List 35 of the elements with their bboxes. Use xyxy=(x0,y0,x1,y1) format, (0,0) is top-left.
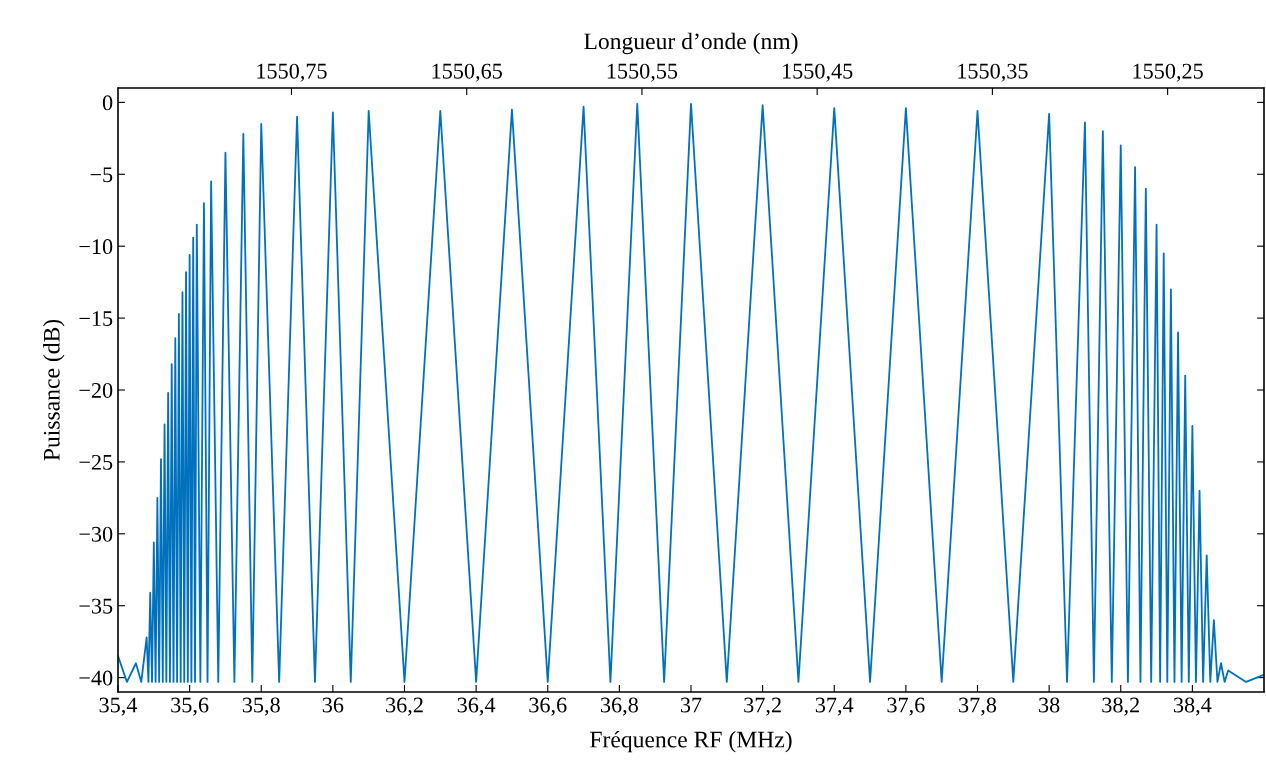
x-tick-label: 36,6 xyxy=(529,697,567,716)
x-tick-label: 36 xyxy=(322,697,344,713)
y-tick-label: 0 xyxy=(102,95,113,111)
x-tick-label: 37,8 xyxy=(959,697,997,716)
x-tick-label: 35,6 xyxy=(171,697,209,716)
x2-tick-label: 1550,65 xyxy=(432,63,502,82)
x-tick-label: 38 xyxy=(1039,697,1060,713)
line-series xyxy=(118,102,1264,683)
x-tick-label: 38,2 xyxy=(1102,697,1139,716)
y-tick-label: −20 xyxy=(79,382,113,398)
x2-axis-title: Longueur d’onde (nm) xyxy=(584,32,798,55)
x-tick-label: 35,8 xyxy=(242,697,280,716)
x-tick-label: 35,4 xyxy=(99,697,138,716)
x-tick-label: 38,4 xyxy=(1173,697,1212,716)
x-tick-label: 37,2 xyxy=(744,697,781,716)
y-tick-label: −15 xyxy=(79,311,113,327)
y-tick-label: −40 xyxy=(79,670,113,686)
x2-tick-label: 1550,55 xyxy=(607,63,678,82)
y-tick-label: −35 xyxy=(79,598,113,614)
y-tick-label: −5 xyxy=(90,167,113,183)
x2-tick-label: 1550,75 xyxy=(257,63,327,82)
x-tick-label: 37,4 xyxy=(815,697,854,716)
x-axis-title: Fréquence RF (MHz) xyxy=(590,730,792,753)
x2-tick-label: 1550,45 xyxy=(783,63,853,82)
x-tick-label: 36,4 xyxy=(457,697,496,716)
x-tick-label: 37,6 xyxy=(887,697,925,716)
y-axis-title: Puissance (dB) xyxy=(43,319,65,461)
x2-tick-label: 1550,35 xyxy=(958,63,1028,82)
y-tick-label: −30 xyxy=(79,526,113,542)
y-tick-label: −10 xyxy=(79,239,113,255)
x-tick-label: 36,2 xyxy=(386,697,423,716)
x-tick-label: 36,8 xyxy=(600,697,638,716)
x-tick-label: 37 xyxy=(680,697,702,713)
x2-tick-label: 1550,25 xyxy=(1133,63,1203,82)
y-tick-label: −25 xyxy=(79,454,113,470)
